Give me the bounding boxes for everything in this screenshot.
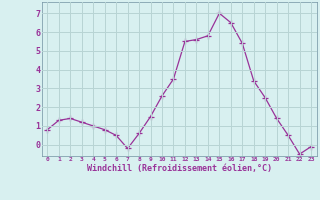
X-axis label: Windchill (Refroidissement éolien,°C): Windchill (Refroidissement éolien,°C) xyxy=(87,164,272,173)
